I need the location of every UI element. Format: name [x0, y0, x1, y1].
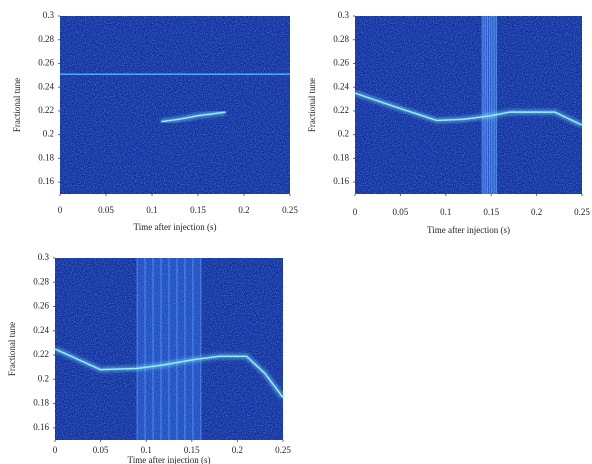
x-tick-label: 0.25: [282, 205, 298, 215]
x-tick-label: 0: [58, 205, 63, 215]
y-tick-label: 0.2: [43, 129, 54, 139]
y-tick-label: 0.18: [38, 152, 54, 162]
y-tick-label: 0.22: [333, 105, 349, 115]
x-tick-label: 0.1: [146, 205, 157, 215]
x-tick-label: 0.25: [275, 445, 291, 455]
x-tick-label: 0.05: [393, 207, 409, 217]
y-tick-label: 0.18: [333, 152, 349, 162]
y-tick-label: 0.18: [33, 398, 49, 408]
plot-area: [60, 16, 290, 194]
x-tick-label: 0.15: [184, 445, 200, 455]
y-tick-label: 0.16: [333, 176, 349, 186]
x-tick-label: 0: [53, 445, 58, 455]
x-axis-label: Time after injection (s): [134, 222, 217, 232]
plot-area: [53, 258, 285, 440]
x-tick-label: 0.05: [98, 205, 114, 215]
x-tick-label: 0.25: [574, 207, 590, 217]
x-tick-label: 0.2: [238, 205, 249, 215]
y-tick-label: 0.16: [38, 176, 54, 186]
x-axis-label: Time after injection (s): [427, 225, 510, 235]
y-axis-label: Fractional tune: [307, 78, 317, 132]
trace: [161, 111, 226, 123]
x-axis-label: Time after injection (s): [128, 455, 211, 464]
x-tick-label: 0.1: [440, 207, 451, 217]
y-axis-label: Fractional tune: [12, 78, 22, 132]
y-tick-label: 0.3: [338, 10, 350, 20]
trace: [54, 348, 284, 398]
y-tick-label: 0.28: [38, 34, 54, 44]
x-tick-label: 0.2: [531, 207, 542, 217]
y-tick-label: 0.2: [38, 373, 49, 383]
x-tick-label: 0.15: [483, 207, 499, 217]
y-tick-label: 0.2: [338, 129, 349, 139]
y-tick-label: 0.3: [43, 10, 55, 20]
plot-area: [354, 16, 584, 194]
trace: [354, 92, 583, 126]
y-tick-label: 0.24: [33, 325, 49, 335]
y-tick-label: 0.16: [33, 422, 49, 432]
y-tick-label: 0.28: [333, 34, 349, 44]
x-tick-label: 0: [353, 207, 358, 217]
y-tick-label: 0.3: [38, 252, 50, 262]
x-tick-label: 0.15: [190, 205, 206, 215]
y-axis-label: Fractional tune: [7, 322, 17, 376]
plot-noise: [60, 16, 290, 194]
y-tick-label: 0.26: [38, 58, 54, 68]
x-tick-label: 0.1: [141, 445, 152, 455]
y-tick-label: 0.24: [38, 81, 54, 91]
y-tick-label: 0.26: [33, 301, 49, 311]
x-tick-label: 0.05: [93, 445, 109, 455]
y-tick-label: 0.26: [333, 58, 349, 68]
y-tick-label: 0.22: [38, 105, 54, 115]
x-tick-label: 0.2: [232, 445, 243, 455]
y-tick-label: 0.24: [333, 81, 349, 91]
y-tick-label: 0.28: [33, 276, 49, 286]
y-tick-label: 0.22: [33, 349, 49, 359]
